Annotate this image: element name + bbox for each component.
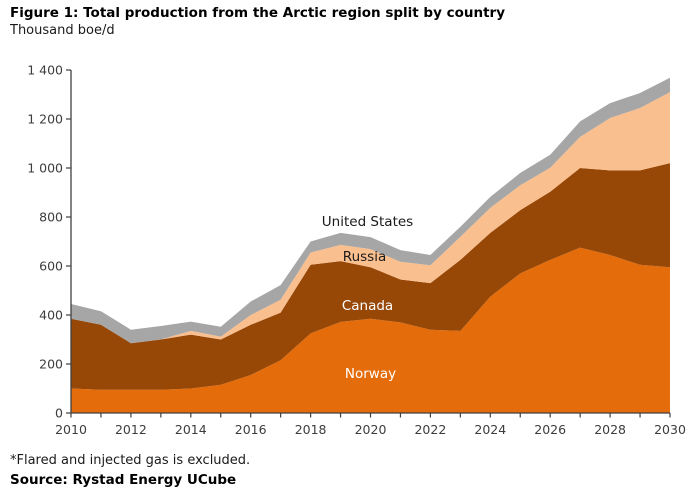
x-tick-label: 2022 [414, 422, 446, 437]
y-tick-label: 1 200 [27, 112, 63, 127]
stacked-area-chart: 0 200 400 600 800 1 000 1 200 1 400 2010 2012 2014… [27, 63, 686, 438]
x-tick-label: 2026 [534, 422, 566, 437]
x-tick-label: 2024 [474, 422, 506, 437]
series-label-canada: Canada [342, 298, 393, 314]
y-tick-label: 1 400 [27, 63, 63, 78]
x-tick-label: 2010 [55, 422, 87, 437]
area-canada [71, 163, 670, 390]
area-united-states [71, 77, 670, 344]
y-tick-label: 800 [39, 210, 63, 225]
area-norway [71, 247, 670, 413]
figure-source: Source: Rystad Energy UCube [10, 472, 237, 488]
series-label-russia: Russia [343, 249, 386, 265]
y-tick-label: 200 [39, 357, 63, 372]
x-tick-label: 2030 [654, 422, 686, 437]
x-tick-label: 2014 [175, 422, 207, 437]
x-tick-label: 2020 [355, 422, 387, 437]
series-label-united-states: United States [322, 214, 413, 230]
y-tick-label: 400 [39, 308, 63, 323]
x-tick-label: 2016 [235, 422, 267, 437]
figure-footnote: *Flared and injected gas is excluded. [10, 453, 251, 468]
y-tick-label: 1 000 [27, 161, 63, 176]
figure-title: Figure 1: Total production from the Arct… [10, 5, 506, 21]
y-tick-label: 0 [55, 406, 63, 421]
x-tick-label: 2012 [115, 422, 147, 437]
figure-unit-label: Thousand boe/d [10, 23, 115, 38]
y-tick-label: 600 [39, 259, 63, 274]
x-tick-label: 2028 [594, 422, 626, 437]
series-label-norway: Norway [345, 366, 396, 382]
x-tick-label: 2018 [295, 422, 327, 437]
